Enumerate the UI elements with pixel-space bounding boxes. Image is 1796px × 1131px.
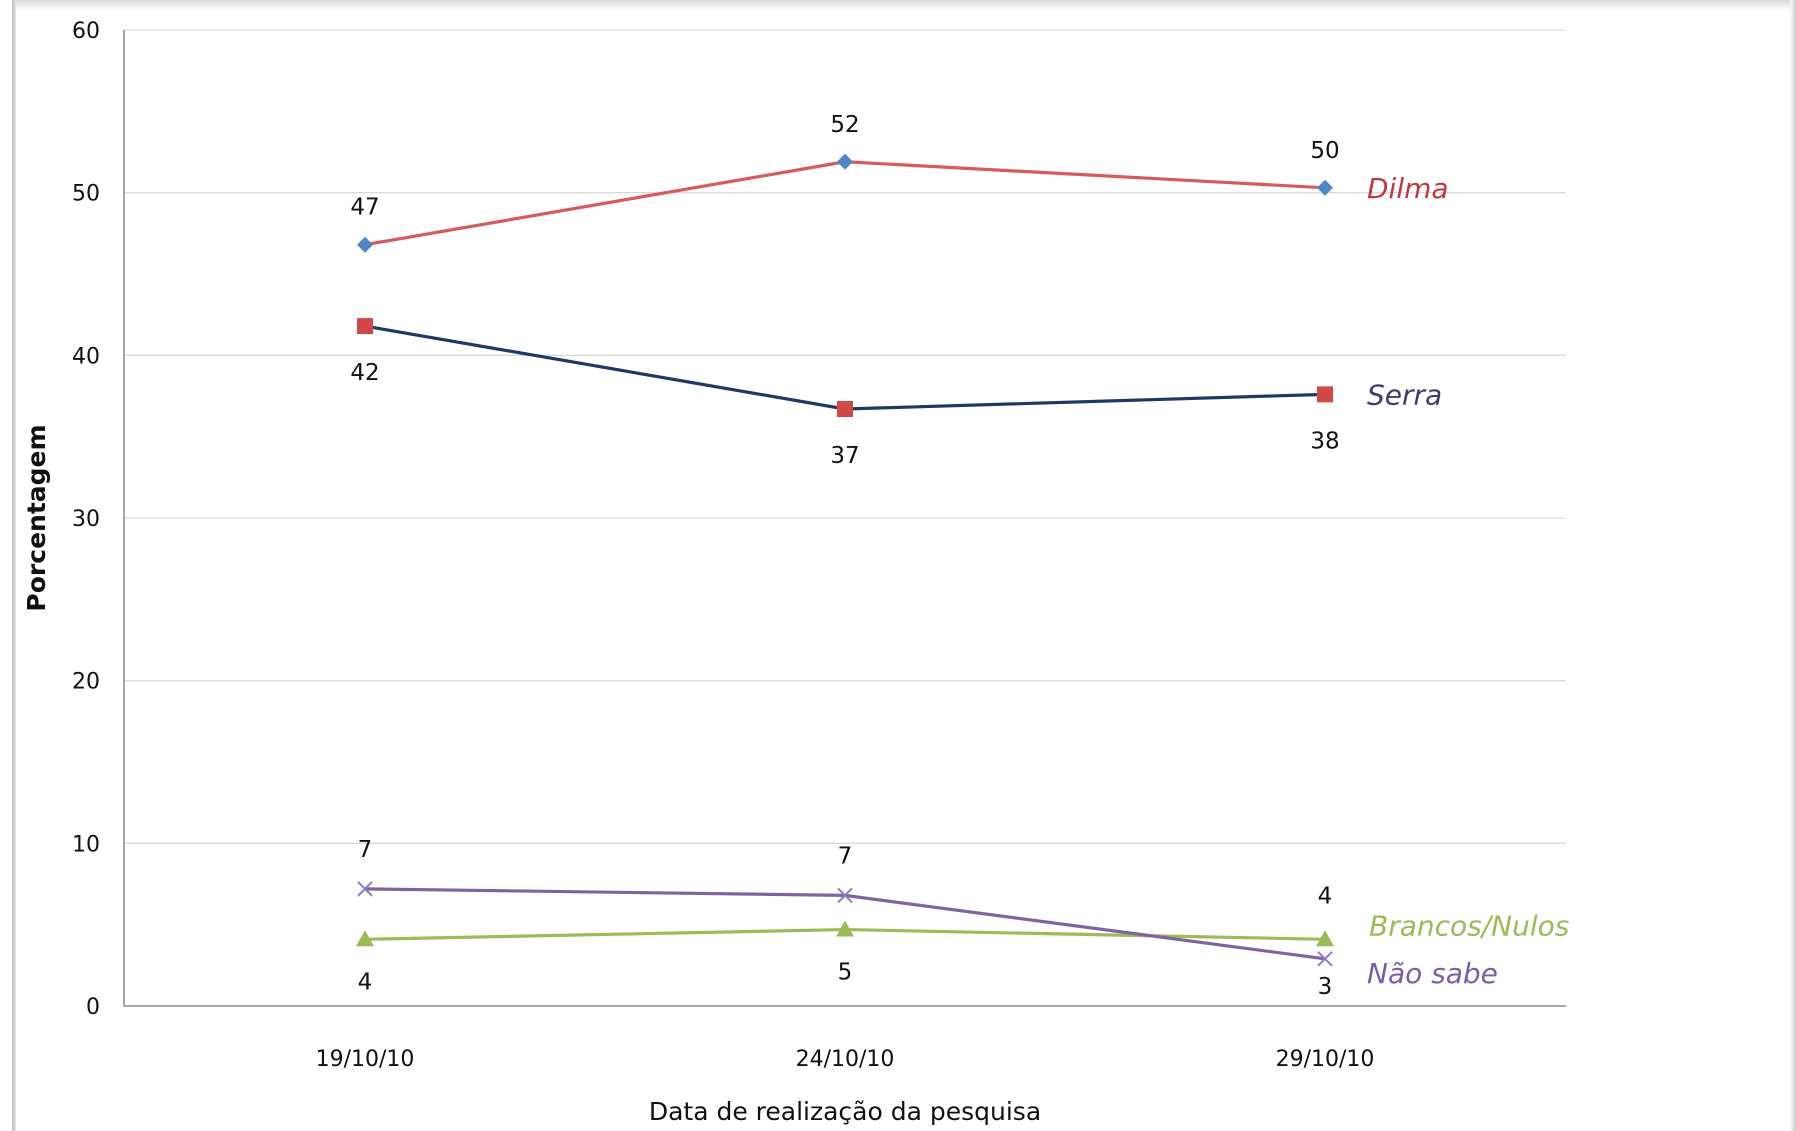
data-point-marker: [837, 401, 853, 418]
data-label: 4: [1318, 883, 1333, 909]
y-tick-label: 30: [72, 507, 100, 532]
y-tick-label: 20: [72, 670, 100, 695]
data-label: 4: [358, 969, 373, 995]
y-tick-label: 60: [72, 19, 100, 44]
y-tick-label: 40: [72, 344, 100, 369]
data-label: 5: [838, 960, 853, 986]
series-label: Brancos/Nulos: [1369, 909, 1569, 942]
frame-right-border: [1790, 0, 1796, 1131]
data-point-marker: [1317, 179, 1333, 196]
data-point-marker: [1316, 930, 1334, 947]
data-label: 52: [830, 112, 859, 138]
grid-lines: [124, 29, 1566, 844]
data-label: 50: [1310, 138, 1339, 164]
frame-left-border: [12, 0, 16, 1131]
data-point-marker: [357, 236, 373, 253]
frame-top-border: [12, 0, 1796, 10]
series-label: Não sabe: [1367, 957, 1498, 990]
data-label: 47: [350, 195, 379, 221]
data-point-marker: [836, 920, 854, 937]
x-tick-label: 24/10/10: [796, 1047, 895, 1072]
series-line-1: [364, 324, 1326, 411]
data-label: 7: [358, 837, 373, 863]
data-point-marker: [1317, 951, 1333, 967]
data-label: 37: [830, 443, 859, 469]
data-point-marker: [357, 881, 373, 897]
y-tick-label: 10: [72, 832, 100, 857]
data-label: 7: [838, 843, 853, 869]
series-lines: [364, 160, 1326, 961]
data-label: 38: [1310, 428, 1339, 454]
data-point-marker: [837, 887, 853, 904]
series-line-0: [364, 160, 1326, 247]
y-axis-ticks: 0 10 20 30 40 50 60: [72, 19, 100, 1020]
x-axis-ticks: 19/10/10 24/10/10 29/10/10: [316, 1047, 1375, 1072]
data-point-marker: [357, 318, 373, 335]
series-label: Dilma: [1367, 172, 1449, 205]
series-label: Serra: [1367, 378, 1442, 411]
data-label: 42: [350, 360, 379, 386]
y-tick-label: 50: [72, 182, 100, 207]
x-tick-label: 29/10/10: [1276, 1047, 1375, 1072]
y-axis-title: Porcentagem: [22, 424, 51, 611]
axes: [123, 30, 1566, 1007]
data-point-marker: [1317, 386, 1333, 403]
data-label: 3: [1318, 974, 1333, 1000]
y-tick-label: 0: [86, 995, 100, 1020]
series-markers: [356, 153, 1334, 967]
x-axis-title: Data de realização da pesquisa: [649, 1097, 1041, 1126]
x-tick-label: 19/10/10: [316, 1047, 415, 1072]
data-point-marker: [837, 153, 853, 170]
data-point-marker: [356, 930, 374, 947]
series-labels: Dilma Serra Brancos/Nulos Não sabe: [1367, 172, 1569, 990]
